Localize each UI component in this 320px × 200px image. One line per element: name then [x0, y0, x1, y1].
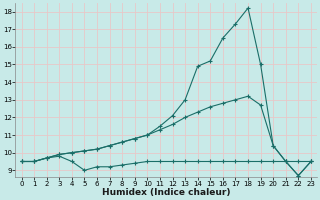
- X-axis label: Humidex (Indice chaleur): Humidex (Indice chaleur): [102, 188, 230, 197]
